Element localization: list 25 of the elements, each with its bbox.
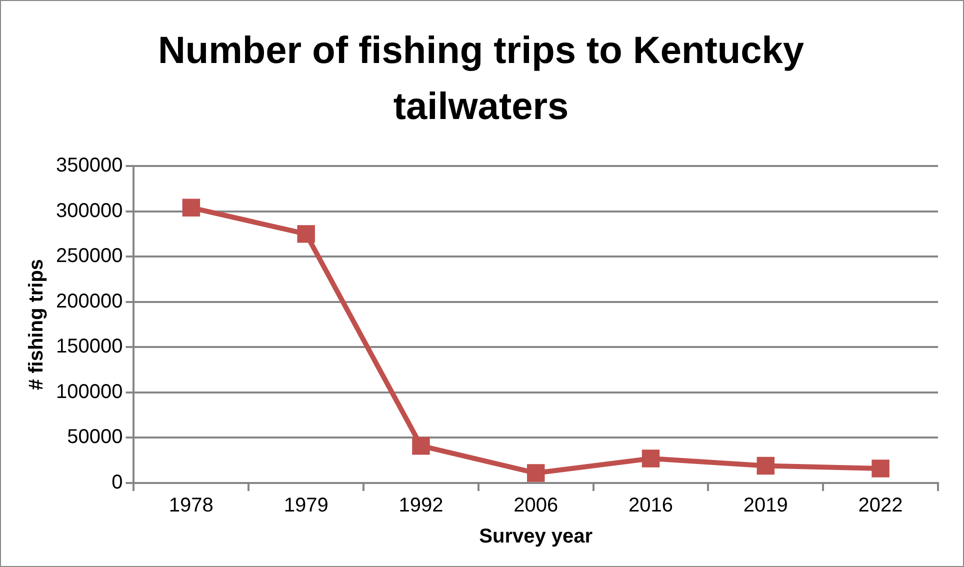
x-tick-label: 2006: [514, 494, 558, 517]
y-tick-label: 300000: [56, 200, 123, 222]
y-tick-label: 200000: [56, 290, 123, 312]
x-tick-label: 1979: [284, 494, 328, 517]
x-tick-label: 2022: [858, 494, 903, 517]
y-tick-label: 50000: [67, 426, 123, 448]
point: [756, 456, 775, 475]
y-tick-label: 250000: [56, 245, 123, 268]
x-tick-label: 2016: [628, 494, 674, 517]
point: [642, 450, 660, 468]
y-axis-title: # fishing trips: [26, 258, 48, 390]
point: [412, 437, 430, 455]
y-tick-label: 100000: [56, 380, 123, 403]
x-axis-title: Survey year: [479, 526, 593, 548]
point: [527, 464, 545, 482]
x-tick-label: 2019: [743, 494, 788, 517]
chart-title: Number of fishing trips to Kentucky tailwaters: [156, 29, 806, 130]
point: [182, 198, 200, 217]
x-tick-label: 1978: [168, 494, 214, 517]
x-tick-label: 1992: [398, 494, 444, 517]
y-tick-label: 350000: [56, 154, 123, 177]
point: [872, 460, 890, 478]
y-tick-label: 0: [112, 472, 123, 494]
y-tick-label: 150000: [56, 336, 123, 358]
point: [297, 225, 315, 243]
